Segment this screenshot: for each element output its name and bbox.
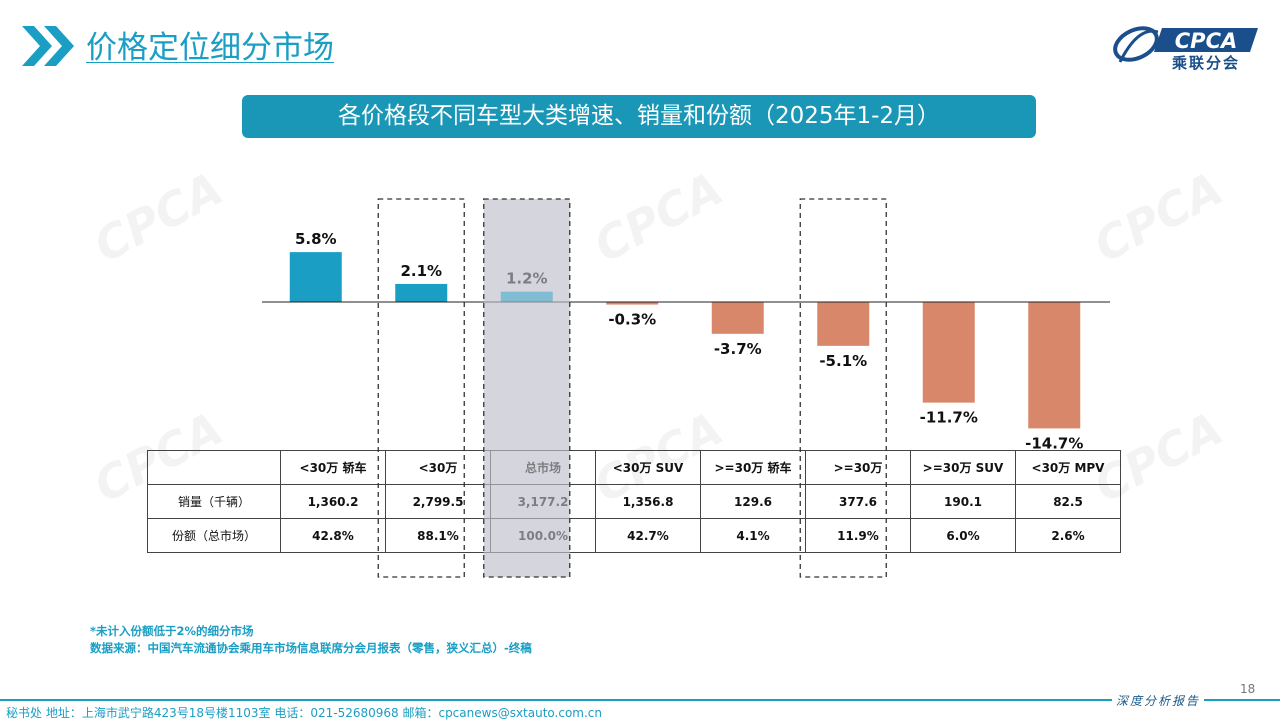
bar xyxy=(500,291,553,302)
table-cell: 11.9% xyxy=(805,518,911,553)
footer-contact: 秘书处 地址：上海市武宁路423号18号楼1103室 电话：021-526809… xyxy=(6,706,603,720)
footer-divider xyxy=(0,699,1280,701)
table-cell: 2.6% xyxy=(1015,518,1121,553)
data-label: -3.7% xyxy=(714,340,762,358)
data-label: -11.7% xyxy=(920,409,978,427)
chevron-double-icon xyxy=(22,26,74,66)
table-header-cell: <30万 MPV xyxy=(1015,450,1121,485)
table-row: 份额（总市场） 42.8% 88.1% 100.0% 42.7% 4.1% 11… xyxy=(147,518,1121,553)
table-cell: 1,356.8 xyxy=(595,484,701,519)
data-label: 5.8% xyxy=(295,230,337,248)
table-cell: 190.1 xyxy=(910,484,1016,519)
table-header-cell: <30万 SUV xyxy=(595,450,701,485)
table-cell: 42.7% xyxy=(595,518,701,553)
bar xyxy=(711,302,764,334)
table-header-cell: <30万 轿车 xyxy=(280,450,386,485)
table-cell: 129.6 xyxy=(700,484,806,519)
table-header-cell: <30万 xyxy=(385,450,491,485)
table-cell: 4.1% xyxy=(700,518,806,553)
table-row: 销量（千辆） 1,360.2 2,799.5 3,177.2 1,356.8 1… xyxy=(147,484,1121,519)
table-cell: 100.0% xyxy=(490,518,596,553)
table-cell: 2,799.5 xyxy=(385,484,491,519)
table-header-cell xyxy=(147,450,281,485)
bar xyxy=(817,302,870,346)
table-cell: 377.6 xyxy=(805,484,911,519)
logo-text: CPCA xyxy=(1175,29,1237,53)
table-cell: 82.5 xyxy=(1015,484,1121,519)
table-header-cell: 总市场 xyxy=(490,450,596,485)
table-header-row: <30万 轿车 <30万 总市场 <30万 SUV >=30万 轿车 >=30万… xyxy=(147,450,1121,485)
row-label: 销量（千辆） xyxy=(147,484,281,519)
bar xyxy=(606,302,659,305)
data-label: 1.2% xyxy=(506,270,548,288)
table-header-cell: >=30万 轿车 xyxy=(700,450,806,485)
table-cell: 88.1% xyxy=(385,518,491,553)
page-title: 价格定位细分市场 xyxy=(86,30,334,66)
table-cell: 3,177.2 xyxy=(490,484,596,519)
page-number: 18 xyxy=(1240,682,1256,696)
table-cell: 1,360.2 xyxy=(280,484,386,519)
table-header-cell: >=30万 xyxy=(805,450,911,485)
row-label: 份额（总市场） xyxy=(147,518,281,553)
data-label: 2.1% xyxy=(400,262,442,280)
bar xyxy=(395,283,448,302)
bar xyxy=(289,252,342,302)
data-label: -14.7% xyxy=(1025,434,1083,452)
table-cell: 42.8% xyxy=(280,518,386,553)
segment-data-table: <30万 轿车 <30万 总市场 <30万 SUV >=30万 轿车 >=30万… xyxy=(147,450,1121,553)
footnote: *未计入份额低于2%的细分市场 xyxy=(90,624,254,638)
data-source: 数据来源：中国汽车流通协会乘用车市场信息联席分会月报表（零售，狭义汇总）-终稿 xyxy=(90,641,532,655)
report-type-label: 深度分析报告 xyxy=(1112,692,1205,709)
data-label: -0.3% xyxy=(608,311,656,329)
chart-subtitle: 各价格段不同车型大类增速、销量和份额（2025年1-2月） xyxy=(337,103,941,129)
bar xyxy=(922,302,975,403)
bar xyxy=(1028,302,1081,429)
cpca-logo: CPCA xyxy=(1113,26,1258,63)
subtitle-banner xyxy=(242,95,1036,138)
logo-chinese-name: 乘联分会 xyxy=(1172,54,1241,72)
table-header-cell: >=30万 SUV xyxy=(910,450,1016,485)
table-cell: 6.0% xyxy=(910,518,1016,553)
data-label: -5.1% xyxy=(819,352,867,370)
